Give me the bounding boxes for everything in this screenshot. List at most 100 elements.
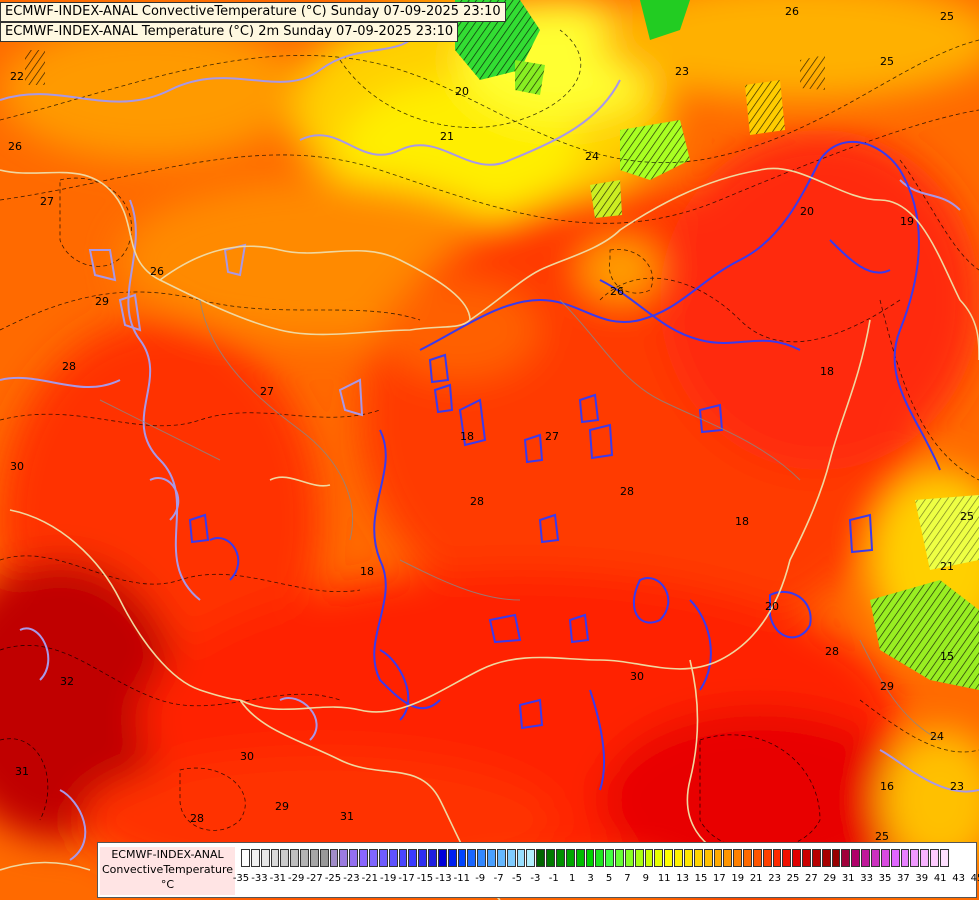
- contour-label: 21: [940, 560, 954, 573]
- legend-swatch: [674, 849, 683, 867]
- legend-swatch: [556, 849, 565, 867]
- contour-label: 28: [470, 495, 484, 508]
- legend-tick-label: 11: [657, 873, 671, 884]
- legend-swatch: [536, 849, 546, 867]
- contour-label: 29: [95, 295, 109, 308]
- legend-tick-label: -33: [251, 873, 268, 884]
- contour-label: 26: [610, 285, 624, 298]
- legend-swatch: [546, 849, 555, 867]
- contour-label: 31: [340, 810, 354, 823]
- legend-swatch: [654, 849, 664, 867]
- legend-swatch: [723, 849, 733, 867]
- legend-tick-label: -25: [324, 873, 342, 884]
- legend-swatch: [418, 849, 428, 867]
- legend-swatch: [300, 849, 309, 867]
- legend-ticks: -35 -33 -31 -29 -27 -25 -23 -21 -19 -17 -15 -13 -11-…: [233, 873, 979, 889]
- legend-swatch: [329, 849, 339, 867]
- legend-swatch: [408, 849, 418, 867]
- legend-swatch: [634, 849, 644, 867]
- legend-swatch: [428, 849, 437, 867]
- legend-swatch: [575, 849, 585, 867]
- legend-tick-label: 3: [587, 873, 594, 884]
- contour-label: 29: [275, 800, 289, 813]
- legend-swatch: [624, 849, 634, 867]
- legend-title-line-2: ConvectiveTemperature: [101, 863, 234, 876]
- legend-swatch: [378, 849, 388, 867]
- legend-title-line-3: °C: [160, 878, 175, 891]
- legend-swatch: [910, 849, 920, 867]
- legend-swatch: [861, 849, 870, 867]
- legend-tick-label: 35: [878, 873, 892, 884]
- legend-tick-label: -23: [343, 873, 360, 884]
- contour-label: 20: [800, 205, 814, 218]
- legend-tick-label: 1: [569, 873, 576, 884]
- legend-swatch: [880, 849, 890, 867]
- convective-contours-light: [0, 29, 979, 861]
- legend-tick-label: 45: [970, 873, 979, 884]
- legend-swatch: [900, 849, 910, 867]
- legend-swatch: [506, 849, 516, 867]
- legend-swatch: [851, 849, 861, 867]
- legend-swatch: [683, 849, 693, 867]
- contour-label: 18: [460, 430, 474, 443]
- contour-label: 25: [880, 55, 894, 68]
- legend-swatch: [762, 849, 772, 867]
- legend-title: ECMWF-INDEX-ANAL ConvectiveTemperature °…: [100, 847, 235, 895]
- legend-swatch: [920, 849, 930, 867]
- legend-tick-label: 21: [749, 873, 763, 884]
- map-title-line-1: ECMWF-INDEX-ANAL ConvectiveTemperature (…: [0, 2, 506, 22]
- contour-label: 29: [880, 680, 894, 693]
- legend-tick-label: 43: [952, 873, 965, 884]
- legend-tick-label: -31: [269, 873, 286, 884]
- convective-contours-dark: [188, 141, 941, 791]
- legend-tick-label: 39: [915, 873, 929, 884]
- legend-swatch: [290, 849, 300, 867]
- legend-tick-label: 29: [823, 873, 837, 884]
- contour-label: 19: [900, 215, 914, 228]
- legend-tick-label: 19: [731, 873, 745, 884]
- legend-swatch: [319, 849, 329, 867]
- legend-swatch: [339, 849, 349, 867]
- contour-label: 26: [785, 5, 799, 18]
- temperature-isolines: [0, 29, 979, 851]
- legend-swatch: [595, 849, 605, 867]
- map-title-line-2: ECMWF-INDEX-ANAL Temperature (°C) 2m Sun…: [0, 22, 459, 42]
- legend-swatch: [467, 849, 477, 867]
- contour-label: 24: [930, 730, 944, 743]
- legend-swatch: [388, 849, 398, 867]
- contour-label: 26: [8, 140, 22, 153]
- legend-swatch: [939, 849, 949, 867]
- contour-label: 21: [440, 130, 454, 143]
- legend-tick-label: 25: [786, 873, 800, 884]
- legend-tick-label: 41: [933, 873, 947, 884]
- legend-swatch: [398, 849, 408, 867]
- contour-label: 28: [62, 360, 76, 373]
- legend-tick-label: 15: [694, 873, 708, 884]
- contour-label: 27: [545, 430, 559, 443]
- legend-tick-label: 31: [841, 873, 855, 884]
- contour-label: 31: [15, 765, 29, 778]
- legend-swatch: [359, 849, 368, 867]
- legend-swatch: [713, 849, 723, 867]
- legend-swatch: [565, 849, 575, 867]
- legend-swatch: [309, 849, 319, 867]
- legend-title-line-1: ECMWF-INDEX-ANAL: [111, 848, 224, 861]
- legend-swatch: [368, 849, 378, 867]
- legend-tick-label: -1: [548, 873, 559, 884]
- legend-tick-label: -15: [416, 873, 434, 884]
- legend-tick-label: 5: [605, 873, 613, 884]
- contour-label: 25: [940, 10, 954, 23]
- legend-swatch: [605, 849, 615, 867]
- contour-label: 23: [950, 780, 964, 793]
- legend-tick-label: 13: [676, 873, 689, 884]
- legend-tick-label: -3: [530, 873, 541, 884]
- regional-borders: [99, 299, 941, 741]
- legend-tick-label: 37: [897, 873, 910, 884]
- contour-label: 30: [630, 670, 644, 683]
- legend-tick-label: -5: [512, 873, 522, 884]
- contour-label: 30: [240, 750, 254, 763]
- legend-tick-label: 7: [624, 873, 631, 884]
- legend-swatch: [841, 849, 851, 867]
- contour-label: 23: [675, 65, 689, 78]
- color-legend: ECMWF-INDEX-ANAL ConvectiveTemperature °…: [97, 842, 979, 898]
